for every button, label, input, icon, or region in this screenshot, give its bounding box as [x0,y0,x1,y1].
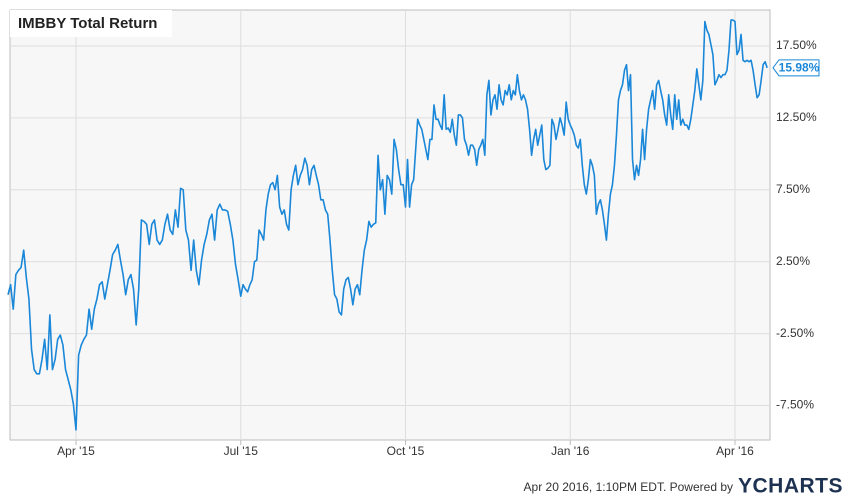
y-tick-label: 2.50% [776,254,810,268]
marks: 15.98% [7,19,820,431]
x-tick-label: Oct '15 [387,444,425,458]
y-tick-label: -7.50% [776,398,814,412]
y-tick-label: 12.50% [776,110,817,124]
x-tick-label: Apr '16 [716,444,754,458]
title-box [10,10,172,37]
grid [10,10,770,445]
line [7,19,768,431]
plot-area [9,9,771,441]
x-tick-label: Jan '16 [551,444,590,458]
value-label-box [772,59,820,77]
value-label: 15.98% [779,60,820,74]
y-tick-label: 7.50% [776,182,810,196]
footer: Apr 20 2016, 1:10PM EDT. Powered by [524,480,733,494]
y-tick-label: -2.50% [776,326,814,340]
y-tick-label: 17.50% [776,38,817,52]
logo[interactable]: YCHARTS [738,475,843,498]
x-tick-label: Apr '15 [57,444,95,458]
x-tick-label: Jul '15 [224,444,259,458]
chart-title: IMBBY Total Return [18,15,157,32]
